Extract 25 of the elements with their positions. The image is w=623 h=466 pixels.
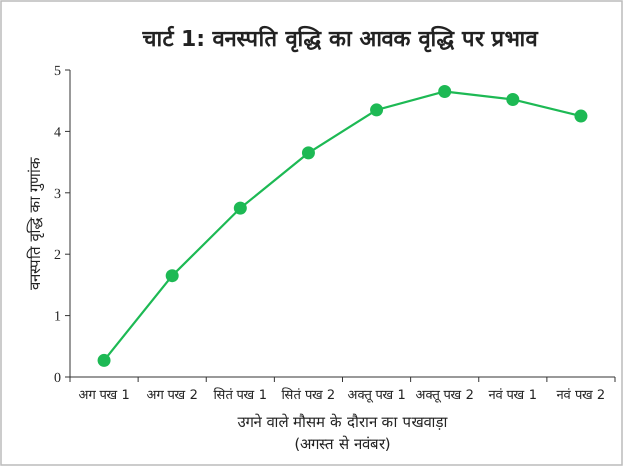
point bbox=[370, 103, 384, 116]
x-tick-label: नवं पख 2 bbox=[556, 388, 606, 403]
chart-title: चार्ट 1: वनस्पति वृद्धि का आवक वृद्धि पर प्रभाव bbox=[141, 25, 539, 53]
x-tick-label: नवं पख 1 bbox=[488, 388, 538, 403]
y-axis-title: वनस्पति वृद्धि का गुणांक bbox=[26, 156, 45, 290]
x-tick-label: सितं पख 1 bbox=[214, 387, 268, 403]
point bbox=[98, 354, 111, 367]
x-axis-title: उगने वाले मौसम के दौरान का पखवाड़ा (अगस्त से नवंबर) bbox=[238, 413, 448, 453]
y-tick-label: 2 bbox=[54, 248, 61, 264]
x-tick-label: अग पख 2 bbox=[146, 388, 198, 403]
point bbox=[506, 92, 520, 106]
point bbox=[302, 146, 315, 160]
x-tick-label: अक्तू पख 1 bbox=[347, 388, 406, 403]
y-tick-label: 5 bbox=[54, 64, 61, 79]
y-tick-label: 4 bbox=[54, 125, 61, 140]
y-tick-label: 3 bbox=[54, 186, 61, 202]
point bbox=[438, 84, 452, 98]
point bbox=[574, 110, 588, 123]
x-tick-label: अक्तू पख 2 bbox=[415, 388, 474, 403]
y-tick-label: 1 bbox=[54, 310, 61, 325]
point bbox=[166, 269, 179, 282]
y-tick-label: 0 bbox=[54, 371, 61, 386]
x-tick-label: अग पख 1 bbox=[78, 388, 130, 403]
point bbox=[234, 202, 247, 215]
x-tick-label: सितं पख 2 bbox=[282, 387, 336, 403]
